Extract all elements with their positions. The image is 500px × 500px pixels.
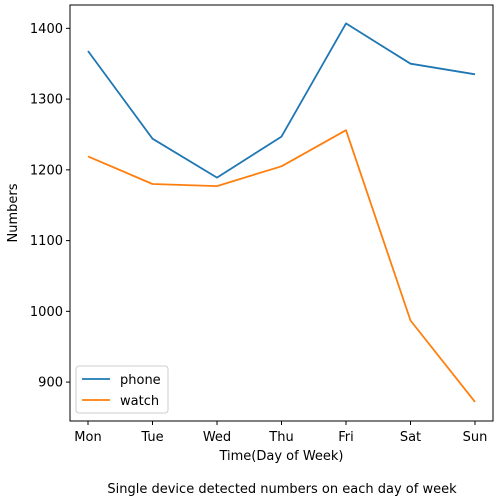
y-tick-label: 1400 bbox=[30, 22, 63, 37]
chart-caption: Single device detected numbers on each d… bbox=[107, 482, 457, 497]
series-line-phone bbox=[87, 22, 476, 179]
x-axis: Mon Tue Wed Thu Fri Sat Sun bbox=[74, 421, 487, 445]
legend-box bbox=[75, 365, 169, 414]
y-tick-label: 900 bbox=[38, 376, 63, 391]
x-axis-label: Time(Day of Week) bbox=[218, 449, 343, 464]
x-tick-label: Thu bbox=[268, 430, 293, 445]
plot-area bbox=[69, 4, 494, 422]
x-tick-label: Tue bbox=[140, 430, 163, 445]
x-tick-label: Sun bbox=[463, 430, 488, 445]
x-tick-label: Sat bbox=[400, 430, 421, 445]
legend: phone watch bbox=[75, 365, 169, 414]
x-tick-label: Fri bbox=[338, 430, 354, 445]
legend-label-watch: watch bbox=[120, 394, 159, 409]
y-axis-label: Numbers bbox=[6, 183, 21, 242]
y-tick-label: 1000 bbox=[30, 305, 63, 320]
x-tick-label: Mon bbox=[74, 430, 101, 445]
y-tick-label: 1300 bbox=[30, 93, 63, 108]
series-line-watch bbox=[87, 129, 476, 403]
series-layer bbox=[87, 22, 476, 403]
y-tick-label: 1200 bbox=[30, 163, 63, 178]
y-tick-label: 1100 bbox=[30, 234, 63, 249]
legend-label-phone: phone bbox=[120, 373, 161, 388]
x-tick-label: Wed bbox=[203, 430, 231, 445]
y-axis: 900 1000 1100 1200 1300 1400 bbox=[30, 22, 70, 391]
